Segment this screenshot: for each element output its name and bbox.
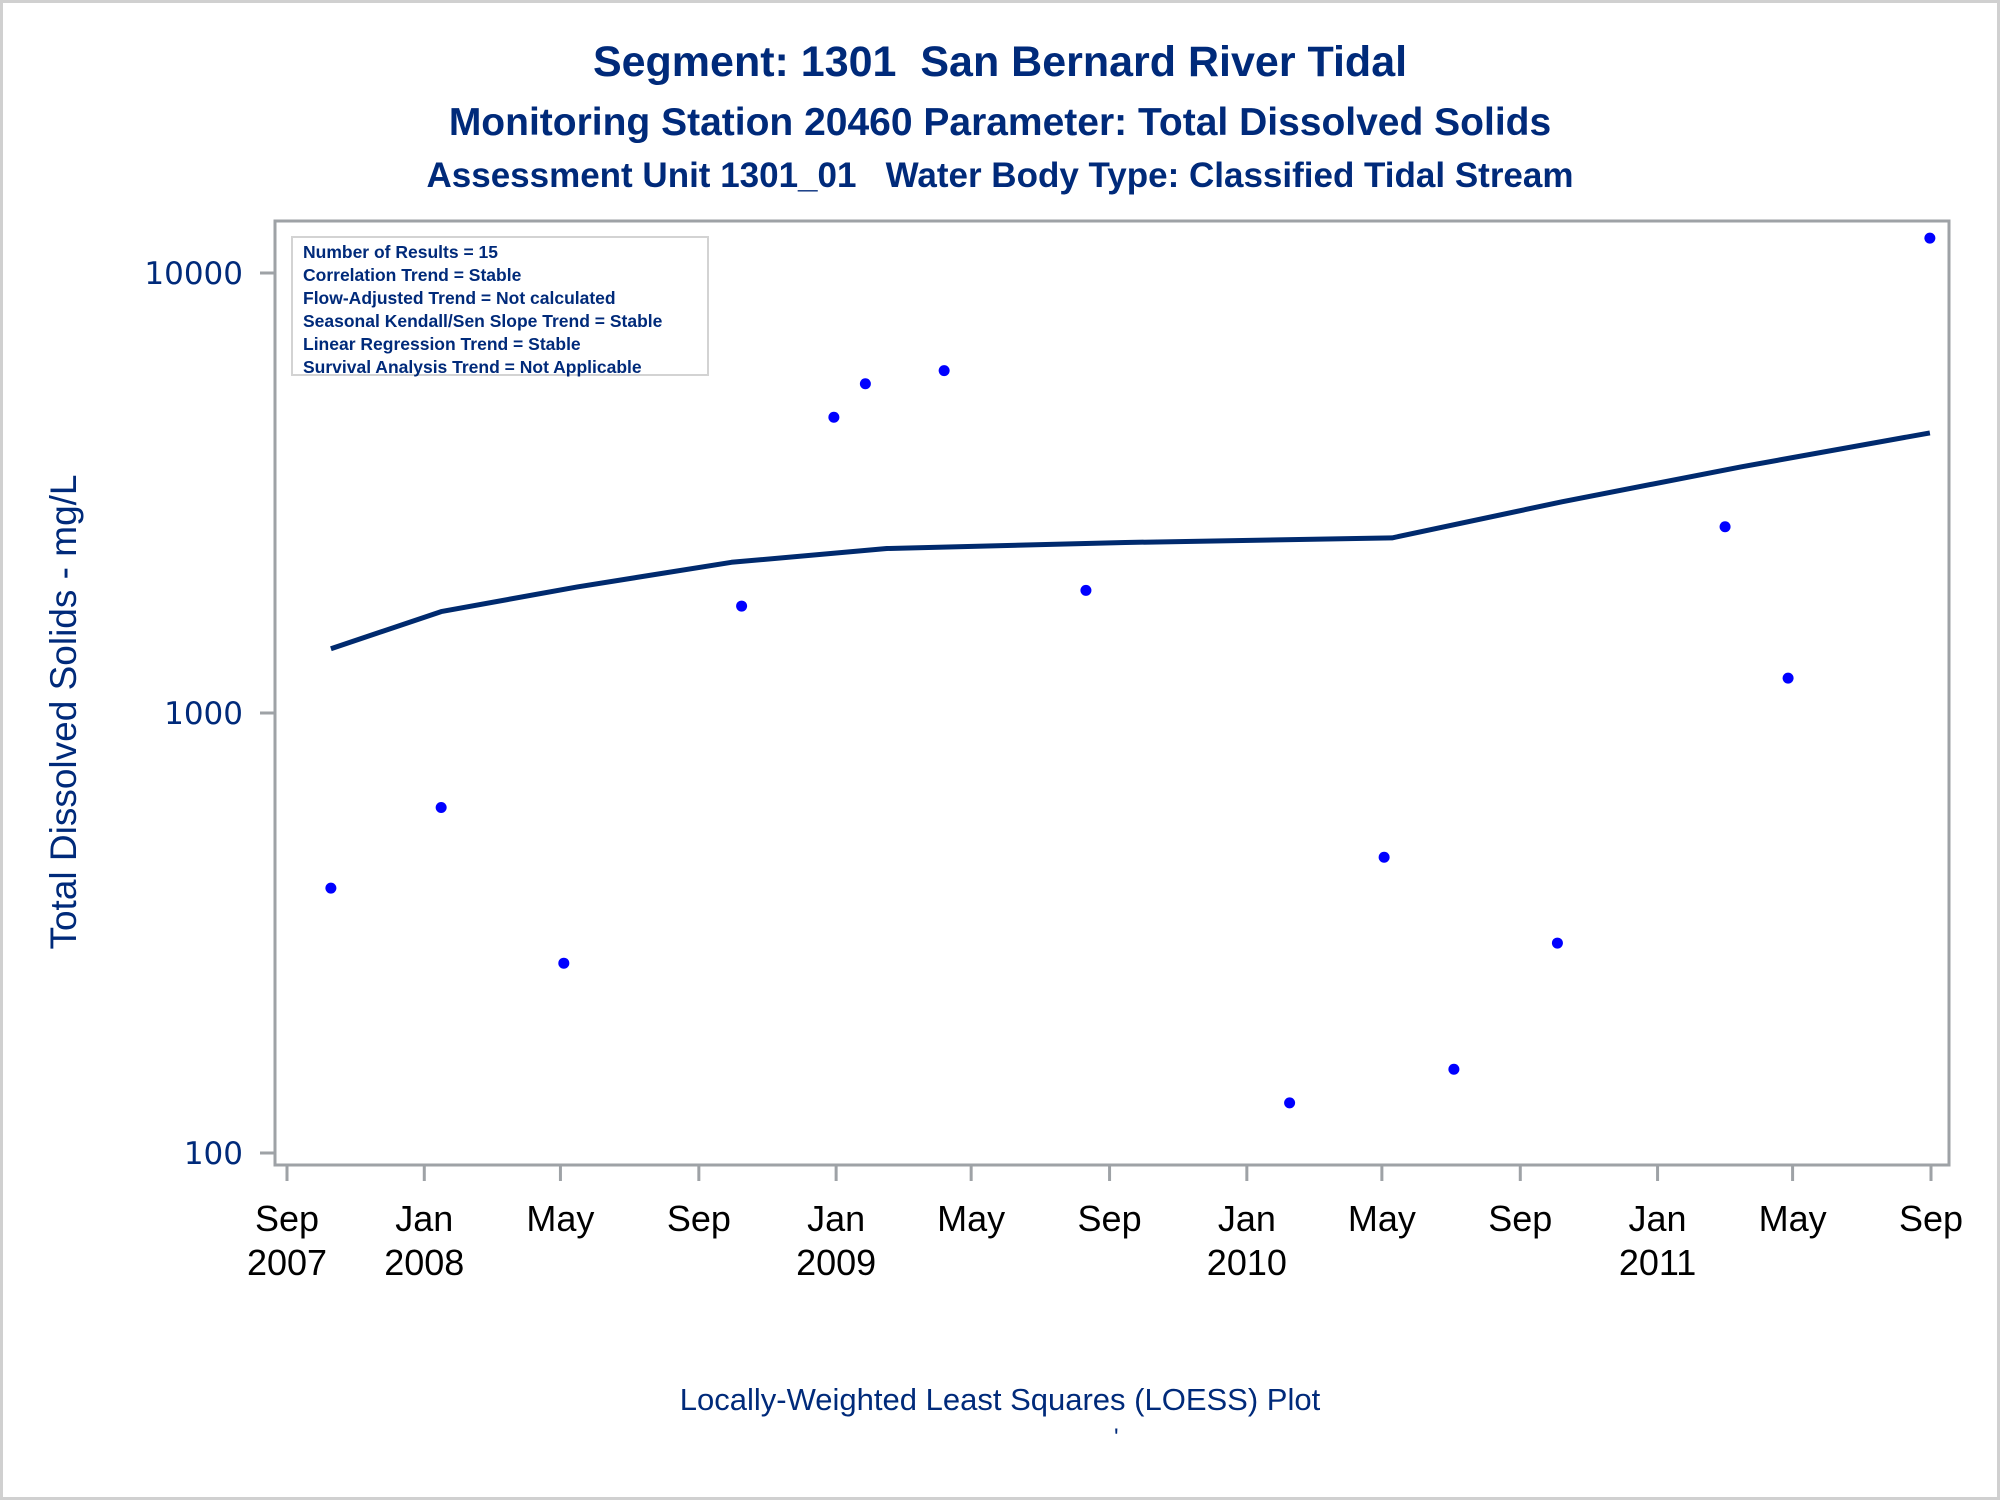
data-point: [859, 378, 871, 390]
x-tick-label-month: Sep: [1078, 1198, 1142, 1239]
info-number-of-results: Number of Results = 15: [303, 242, 498, 262]
data-point: [1448, 1063, 1460, 1075]
info-correlation-trend: Correlation Trend = Stable: [303, 265, 522, 285]
x-tick-label-month: May: [1348, 1198, 1416, 1239]
data-point: [435, 801, 447, 813]
loess-line: [330, 430, 1931, 652]
footnote: Locally-Weighted Least Squares (LOESS) P…: [679, 1382, 1321, 1417]
data-point: [1782, 672, 1794, 684]
data-point: [1924, 232, 1936, 244]
data-point: [736, 600, 748, 612]
x-tick-label-year: 2011: [1619, 1242, 1696, 1283]
data-point: [1080, 584, 1092, 596]
x-tick-label-month: Jan: [1218, 1198, 1276, 1239]
x-tick-label-year: 2009: [796, 1242, 876, 1283]
x-tick-label-month: May: [526, 1198, 594, 1239]
x-tick-label-year: 2008: [384, 1242, 464, 1283]
info-seasonal-kendall-trend: Seasonal Kendall/Sen Slope Trend = Stabl…: [303, 311, 663, 331]
x-tick-label-month: Sep: [1488, 1198, 1552, 1239]
x-tick-label-month: May: [937, 1198, 1005, 1239]
x-tick-label-month: Sep: [1899, 1198, 1963, 1239]
plot-marks: [325, 232, 1936, 1109]
info-linear-regression-trend: Linear Regression Trend = Stable: [303, 334, 581, 354]
y-tick-label: 1000: [164, 696, 243, 732]
data-point: [558, 957, 570, 969]
plot-area-frame: [273, 219, 1951, 1167]
trend-info-box: Number of Results = 15 Correlation Trend…: [291, 236, 709, 377]
data-point: [1284, 1097, 1296, 1109]
x-tick-label-year: 2010: [1207, 1242, 1287, 1283]
data-point: [828, 411, 840, 423]
info-survival-analysis-trend: Survival Analysis Trend = Not Applicable: [303, 357, 642, 377]
x-tick-label-month: Jan: [395, 1198, 453, 1239]
data-point: [1551, 937, 1563, 949]
y-tick-label: 10000: [144, 256, 243, 292]
data-point: [938, 365, 950, 377]
x-tick-label-month: Jan: [1629, 1198, 1687, 1239]
chart-subtitle-station: Monitoring Station 20460 Parameter: Tota…: [448, 101, 1552, 144]
y-tick-label: 100: [184, 1136, 243, 1172]
y-axis-label: Total Dissolved Solids - mg/L: [43, 474, 84, 950]
data-point: [1719, 521, 1731, 533]
info-flow-adjusted-trend: Flow-Adjusted Trend = Not calculated: [303, 288, 616, 308]
chart-title: Segment: 1301 San Bernard River Tidal: [592, 38, 1408, 86]
footnote-mark: ': [1114, 1424, 1119, 1451]
data-point: [325, 882, 337, 894]
x-tick-label-month: Sep: [667, 1198, 731, 1239]
x-tick-label-month: Jan: [807, 1198, 865, 1239]
x-tick-label-month: May: [1759, 1198, 1827, 1239]
data-point: [1378, 851, 1390, 863]
x-tick-label-month: Sep: [255, 1198, 319, 1239]
x-tick-label-year: 2007: [247, 1242, 327, 1283]
chart-subtitle-assessment: Assessment Unit 1301_01 Water Body Type:…: [426, 156, 1574, 195]
